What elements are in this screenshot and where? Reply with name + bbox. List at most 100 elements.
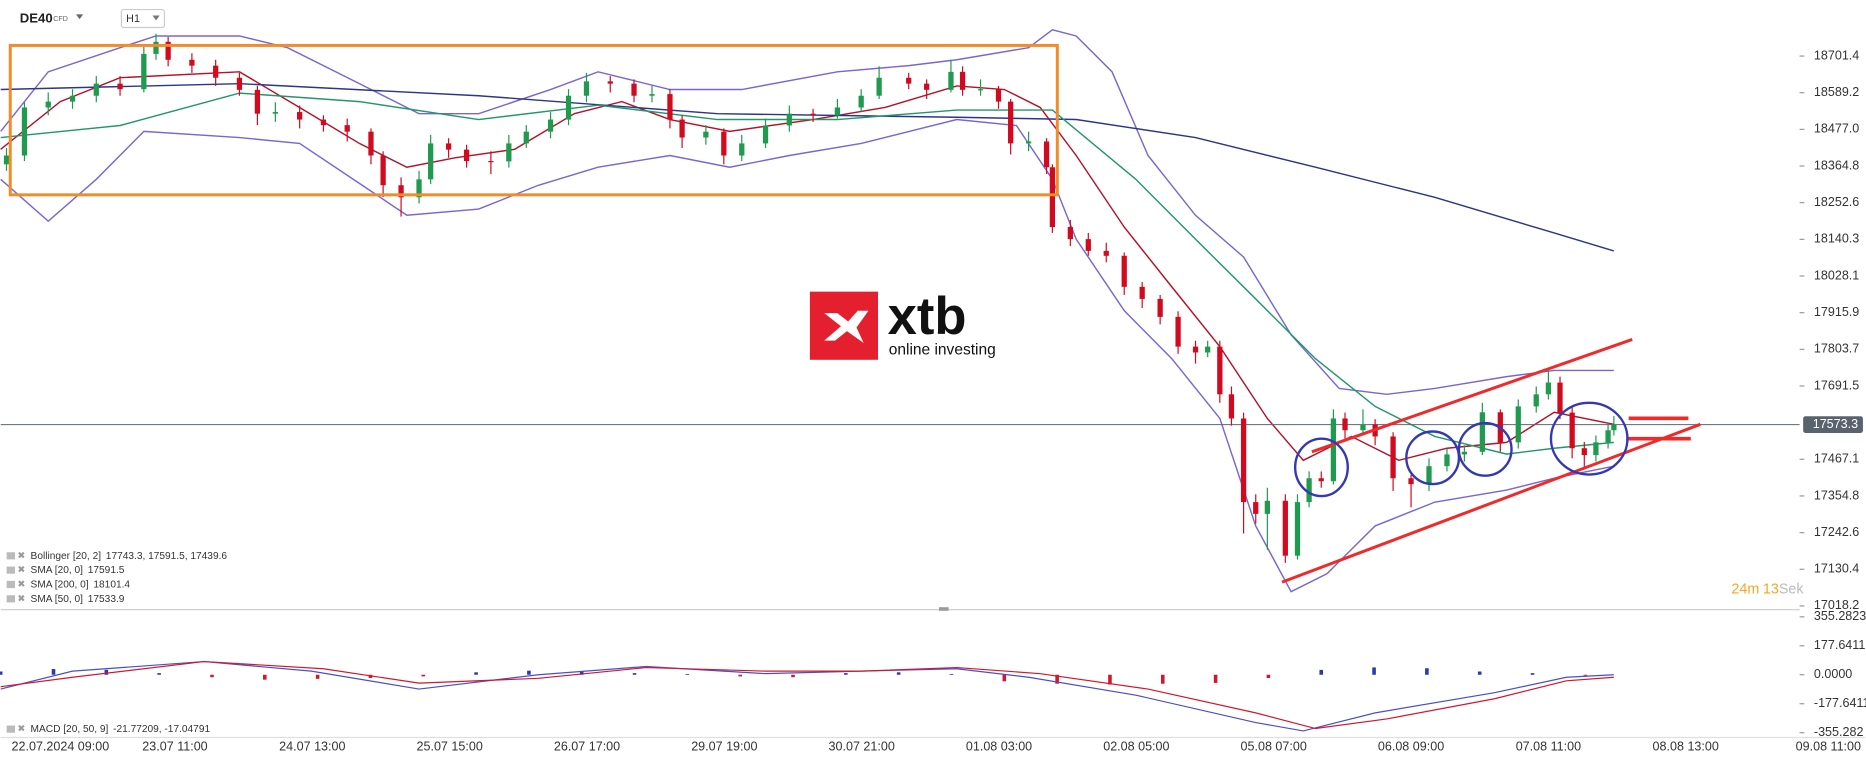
macd-histogram-bar xyxy=(1055,674,1059,684)
candle-body xyxy=(1264,500,1270,514)
x-tick-label: 05.08 07:00 xyxy=(1241,739,1307,753)
candle-body xyxy=(1545,382,1552,395)
macd-histogram-bar xyxy=(1530,673,1535,675)
candle-body xyxy=(1067,227,1073,240)
x-tick-label: 08.08 13:00 xyxy=(1653,739,1719,753)
candle-body xyxy=(679,119,685,138)
y-tick-label: 18701.4 xyxy=(1814,48,1859,62)
macd-histogram-bar xyxy=(1108,674,1112,685)
y-tick-label: 17467.1 xyxy=(1814,452,1859,466)
highlight-circle xyxy=(1405,430,1461,486)
legend-readout: -21.77209, -17.04791 xyxy=(113,724,210,735)
sma-line xyxy=(0,71,1614,462)
logo-x xyxy=(824,310,869,344)
candle-body xyxy=(1121,255,1127,287)
timer-minutes: 24 xyxy=(1731,581,1747,597)
candle-body xyxy=(1461,451,1468,455)
legend-icon xyxy=(6,580,16,589)
channel-upper xyxy=(1311,338,1633,454)
legend-entry: SMA [20, 0] 17591.5 xyxy=(31,565,125,576)
candle-body xyxy=(876,77,882,96)
candle-body xyxy=(213,65,219,78)
candle-body xyxy=(959,71,966,90)
y-tick-label: 17018.2 xyxy=(1814,598,1859,612)
highlight-circle xyxy=(1457,421,1513,477)
candle-body xyxy=(380,155,386,186)
y-tick-label: 17242.6 xyxy=(1814,525,1859,539)
candle-body xyxy=(445,143,452,150)
symbol[interactable]: DE40 xyxy=(20,11,53,26)
candle-body xyxy=(1282,500,1288,556)
y-tick-label: 18589.2 xyxy=(1814,85,1859,99)
highlight-circle xyxy=(1293,437,1349,498)
candle-body xyxy=(858,95,864,108)
macd-histogram-bar xyxy=(1583,674,1588,676)
legend-icon xyxy=(6,552,16,560)
y-tick-label: 17130.4 xyxy=(1814,562,1859,576)
candle-body xyxy=(948,71,954,90)
macd-signal xyxy=(0,660,1614,730)
candle-body xyxy=(69,95,76,102)
candle-body xyxy=(506,143,512,162)
timer-seconds: 13 xyxy=(1763,581,1779,597)
candle-body xyxy=(1025,141,1032,144)
y-tick-label: 18477.0 xyxy=(1814,122,1859,136)
bollinger-lower xyxy=(0,118,1614,593)
sma-line xyxy=(0,92,1614,455)
candle-body xyxy=(565,95,572,120)
legend-close: ✖ xyxy=(17,579,25,590)
interval-select[interactable] xyxy=(120,8,166,29)
macd-histogram-bar xyxy=(896,672,901,675)
candle-body xyxy=(428,143,434,180)
macd-histogram-bar xyxy=(1266,674,1271,679)
y-tick-label: 18252.6 xyxy=(1814,195,1859,209)
candle-body xyxy=(344,125,350,132)
macd-histogram-bar xyxy=(844,673,848,675)
legend-close: ✖ xyxy=(17,550,25,561)
candle-body xyxy=(1043,141,1050,168)
x-tick-label: 22.07.2024 09:00 xyxy=(12,739,110,753)
y2-tick-label: -177.6411 xyxy=(1814,696,1866,710)
candle-body xyxy=(1294,502,1301,556)
y2-tick-label: 0.0000 xyxy=(1814,667,1852,681)
symbol-dropdown[interactable] xyxy=(75,14,84,20)
candle-body xyxy=(1008,101,1014,144)
candle-body xyxy=(1390,436,1396,479)
candle-body xyxy=(1611,424,1617,431)
candle-body xyxy=(1408,478,1414,485)
candle-body xyxy=(1306,478,1312,503)
candle-body xyxy=(236,77,243,90)
macd-histogram-bar xyxy=(421,674,426,677)
last-price-box xyxy=(1803,416,1863,433)
macd-histogram-bar xyxy=(157,673,161,675)
candle-body xyxy=(297,112,303,120)
highlight-circle xyxy=(1549,401,1629,476)
divider-handle[interactable] xyxy=(938,607,949,611)
macd-histogram-bar xyxy=(1213,674,1218,683)
macd-histogram-bar xyxy=(579,671,584,675)
legend-readout: 17533.9 xyxy=(88,594,125,605)
macd-histogram-bar xyxy=(685,673,690,675)
symbol-kind: CFD xyxy=(53,15,68,23)
candle-body xyxy=(631,83,637,96)
macd-histogram-bar xyxy=(1002,674,1007,682)
candle-body xyxy=(117,83,123,90)
legend-entry: Bollinger [20, 2] 17743.3, 17591.5, 17439… xyxy=(31,550,228,561)
interval-dropdown xyxy=(152,15,160,21)
plot-layer: 18701.4 18589.2 18477.0 18364.8 18252.6 18140… xyxy=(0,28,1866,753)
legend-name: MACD [20, 50, 9] xyxy=(31,724,109,735)
candle-body xyxy=(583,81,590,96)
candle-body xyxy=(721,131,727,156)
macd-histogram-bar xyxy=(1425,668,1429,675)
candle-body xyxy=(547,119,554,132)
macd-histogram-bar xyxy=(0,671,3,675)
legend-name: SMA [200, 0] xyxy=(31,579,89,590)
x-tick-label: 07.08 11:00 xyxy=(1516,739,1581,753)
candle-body xyxy=(607,81,613,84)
candle-body xyxy=(3,155,10,165)
candle-body xyxy=(762,125,769,144)
candle-body xyxy=(1360,424,1366,431)
legend-icon xyxy=(6,566,16,574)
logo-tagline: online investing xyxy=(889,341,996,358)
